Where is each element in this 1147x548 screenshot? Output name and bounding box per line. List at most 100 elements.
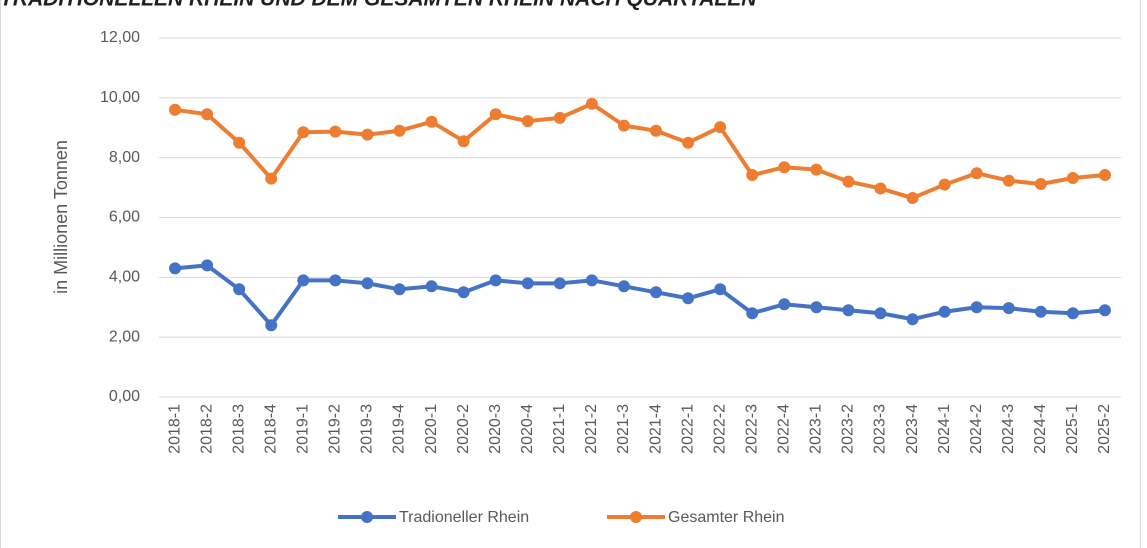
data-point [714,283,727,296]
x-tick-label: 2023-4 [904,404,921,454]
data-point [778,161,791,174]
x-tick-label: 2023-1 [808,404,825,454]
data-point [650,124,663,137]
x-tick-label: 2024-2 [968,404,985,454]
chart-title: TRADITIONELLEN RHEIN UND DEM GESAMTEN RH… [0,0,757,11]
data-point [906,192,919,205]
legend-label: Gesamter Rhein [668,509,785,526]
data-point [874,307,887,320]
x-tick-label: 2024-3 [1000,404,1017,454]
data-point [906,313,919,326]
x-tick-label: 2022-1 [679,404,696,454]
x-tick-label: 2020-3 [487,404,504,454]
data-point [682,292,695,305]
data-point [233,283,246,296]
data-point [714,121,727,134]
x-tick-label: 2018-1 [166,404,183,454]
x-tick-label: 2018-2 [198,404,215,454]
series-line [174,101,1106,201]
data-point [1002,174,1015,187]
data-point [361,128,374,141]
legend-marker [630,511,642,523]
data-point [553,111,566,124]
data-point [201,259,214,272]
x-tick-label: 2024-4 [1032,404,1049,454]
data-point [585,274,598,287]
data-point [233,136,246,149]
y-tick-label: 0,00 [109,388,140,405]
data-point [1098,304,1111,317]
data-point [169,262,182,275]
data-point [1066,307,1079,320]
data-point [1098,169,1111,182]
data-point [682,136,695,149]
x-tick-label: 2021-4 [647,404,664,454]
data-point [425,280,438,293]
y-tick-label: 12,00 [100,29,140,46]
data-point [746,169,759,182]
x-tick-label: 2018-3 [230,404,247,454]
data-point [457,135,470,148]
y-tick-label: 8,00 [109,149,140,166]
y-tick-label: 2,00 [109,328,140,345]
data-point [970,167,983,180]
data-point [553,277,566,290]
data-point [393,283,406,296]
x-tick-label: 2021-1 [551,404,568,454]
data-point [265,172,278,185]
legend-marker [361,511,373,523]
data-point [1002,302,1015,315]
x-tick-label: 2019-4 [391,404,408,454]
x-tick-label: 2019-1 [295,404,312,454]
data-point [361,277,374,290]
x-tick-label: 2024-1 [936,404,953,454]
x-tick-label: 2025-2 [1096,404,1113,454]
series-line [174,263,1106,328]
data-point [810,163,823,176]
data-point [938,178,951,191]
data-point [938,305,951,318]
data-point [970,301,983,314]
x-tick-label: 2019-2 [327,404,344,454]
data-point [201,108,214,121]
data-point [169,103,182,116]
x-tick-label: 2020-1 [423,404,440,454]
data-point [842,175,855,188]
data-point [650,286,663,299]
data-point [489,108,502,121]
data-point [842,304,855,317]
x-tick-label: 2023-3 [872,404,889,454]
x-tick-label: 2022-4 [776,404,793,454]
x-tick-label: 2023-2 [840,404,857,454]
data-point [393,124,406,137]
data-point [617,119,630,132]
x-tick-label: 2021-2 [583,404,600,454]
y-tick-label: 4,00 [109,269,140,286]
data-point [425,115,438,128]
data-point [521,277,534,290]
data-point [297,126,310,139]
data-point [810,301,823,314]
data-point [489,274,502,287]
data-point [1034,305,1047,318]
y-axis-label: in Millionen Tonnen [51,140,71,294]
data-point [746,307,759,320]
x-tick-label: 2022-3 [743,404,760,454]
data-point [265,319,278,332]
data-point [457,286,470,299]
y-tick-label: 6,00 [109,209,140,226]
data-point [585,97,598,110]
x-tick-label: 2020-2 [455,404,472,454]
x-tick-label: 2021-3 [615,404,632,454]
legend-label: Tradioneller Rhein [399,509,529,526]
data-point [617,280,630,293]
x-tick-label: 2018-4 [262,404,279,454]
x-tick-label: 2025-1 [1064,404,1081,454]
x-tick-label: 2020-4 [519,404,536,454]
data-point [874,182,887,195]
data-point [778,298,791,311]
x-tick-label: 2022-2 [711,404,728,454]
x-tick-label: 2019-3 [359,404,376,454]
